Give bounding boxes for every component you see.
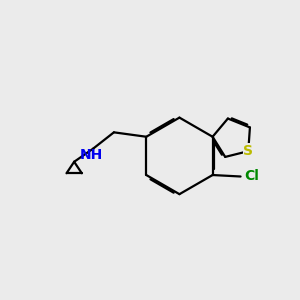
Text: S: S	[243, 144, 253, 158]
Text: NH: NH	[79, 148, 103, 162]
Text: Cl: Cl	[244, 169, 259, 184]
